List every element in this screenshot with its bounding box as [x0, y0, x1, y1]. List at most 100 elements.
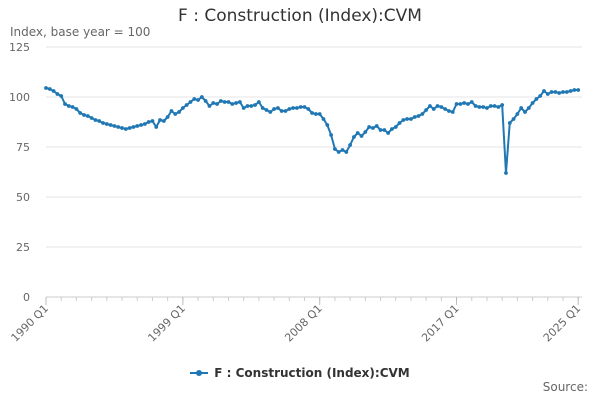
data-point[interactable]	[44, 86, 48, 90]
legend-item[interactable]: F : Construction (Index):CVM	[190, 366, 410, 380]
data-point[interactable]	[47, 87, 52, 91]
data-point[interactable]	[150, 119, 155, 123]
data-point[interactable]	[450, 110, 455, 114]
data-point[interactable]	[519, 106, 524, 110]
data-point[interactable]	[515, 112, 520, 116]
data-point[interactable]	[458, 102, 463, 106]
data-point[interactable]	[116, 125, 121, 129]
data-point[interactable]	[412, 115, 417, 119]
data-point[interactable]	[158, 118, 162, 122]
data-point[interactable]	[70, 105, 75, 109]
data-point[interactable]	[488, 104, 493, 108]
data-point[interactable]	[420, 112, 425, 116]
data-point[interactable]	[568, 89, 573, 93]
data-point[interactable]	[576, 88, 581, 92]
data-point[interactable]	[382, 128, 387, 132]
data-point[interactable]	[218, 99, 223, 103]
data-point[interactable]	[264, 108, 269, 112]
data-point[interactable]	[572, 88, 577, 92]
data-point[interactable]	[557, 91, 562, 95]
data-point[interactable]	[120, 126, 124, 130]
data-point[interactable]	[553, 90, 558, 94]
data-point[interactable]	[222, 100, 227, 104]
data-point[interactable]	[169, 109, 174, 113]
data-point[interactable]	[333, 147, 337, 151]
data-point[interactable]	[447, 109, 451, 113]
data-point[interactable]	[306, 107, 311, 111]
data-point[interactable]	[336, 150, 341, 154]
data-point[interactable]	[355, 131, 360, 135]
data-point[interactable]	[142, 122, 147, 126]
data-point[interactable]	[279, 109, 284, 113]
data-point[interactable]	[386, 131, 391, 135]
data-point[interactable]	[184, 103, 189, 107]
data-point[interactable]	[348, 143, 353, 147]
data-point[interactable]	[108, 123, 113, 127]
data-point[interactable]	[78, 111, 83, 115]
data-point[interactable]	[416, 114, 421, 118]
data-point[interactable]	[485, 106, 489, 110]
data-point[interactable]	[93, 118, 98, 122]
data-point[interactable]	[378, 128, 383, 132]
data-point[interactable]	[237, 100, 242, 104]
data-point[interactable]	[549, 90, 554, 94]
data-point[interactable]	[405, 117, 410, 121]
data-point[interactable]	[66, 104, 71, 108]
data-point[interactable]	[199, 95, 204, 99]
data-point[interactable]	[97, 119, 102, 123]
data-point[interactable]	[253, 103, 257, 107]
data-point[interactable]	[283, 109, 288, 113]
data-point[interactable]	[85, 114, 90, 118]
data-point[interactable]	[196, 98, 200, 102]
data-point[interactable]	[496, 105, 501, 109]
data-point[interactable]	[180, 106, 185, 110]
data-point[interactable]	[371, 126, 375, 130]
data-point[interactable]	[317, 112, 322, 116]
data-point[interactable]	[154, 125, 159, 129]
data-point[interactable]	[188, 100, 193, 104]
data-point[interactable]	[352, 135, 356, 139]
data-point[interactable]	[161, 119, 166, 123]
data-point[interactable]	[135, 124, 140, 128]
data-point[interactable]	[393, 125, 398, 129]
data-point[interactable]	[511, 117, 516, 121]
data-point[interactable]	[500, 103, 505, 107]
data-point[interactable]	[507, 121, 512, 125]
data-point[interactable]	[454, 102, 459, 106]
data-point[interactable]	[177, 110, 181, 114]
data-point[interactable]	[435, 104, 440, 108]
data-point[interactable]	[534, 97, 539, 101]
data-point[interactable]	[207, 104, 212, 108]
data-point[interactable]	[89, 116, 94, 120]
data-point[interactable]	[215, 102, 219, 106]
data-point[interactable]	[298, 105, 303, 109]
data-point[interactable]	[234, 101, 238, 105]
data-point[interactable]	[431, 107, 436, 111]
data-point[interactable]	[367, 125, 372, 129]
data-point[interactable]	[492, 104, 497, 108]
data-point[interactable]	[203, 99, 208, 103]
data-point[interactable]	[329, 133, 334, 137]
data-point[interactable]	[340, 148, 345, 152]
data-point[interactable]	[268, 110, 273, 114]
data-point[interactable]	[146, 120, 151, 124]
data-point[interactable]	[101, 121, 105, 125]
data-point[interactable]	[443, 107, 448, 111]
data-point[interactable]	[104, 122, 109, 126]
data-point[interactable]	[310, 111, 314, 115]
data-point[interactable]	[211, 101, 216, 105]
data-point[interactable]	[74, 107, 79, 111]
data-point[interactable]	[192, 97, 197, 101]
data-point[interactable]	[173, 112, 178, 116]
data-point[interactable]	[314, 112, 318, 116]
data-point[interactable]	[241, 106, 246, 110]
data-point[interactable]	[275, 106, 280, 110]
data-point[interactable]	[466, 102, 470, 106]
data-point[interactable]	[82, 113, 86, 117]
data-point[interactable]	[424, 108, 429, 112]
data-point[interactable]	[359, 134, 364, 138]
data-point[interactable]	[523, 110, 527, 114]
data-point[interactable]	[131, 125, 136, 129]
data-point[interactable]	[55, 92, 60, 96]
data-point[interactable]	[245, 104, 250, 108]
